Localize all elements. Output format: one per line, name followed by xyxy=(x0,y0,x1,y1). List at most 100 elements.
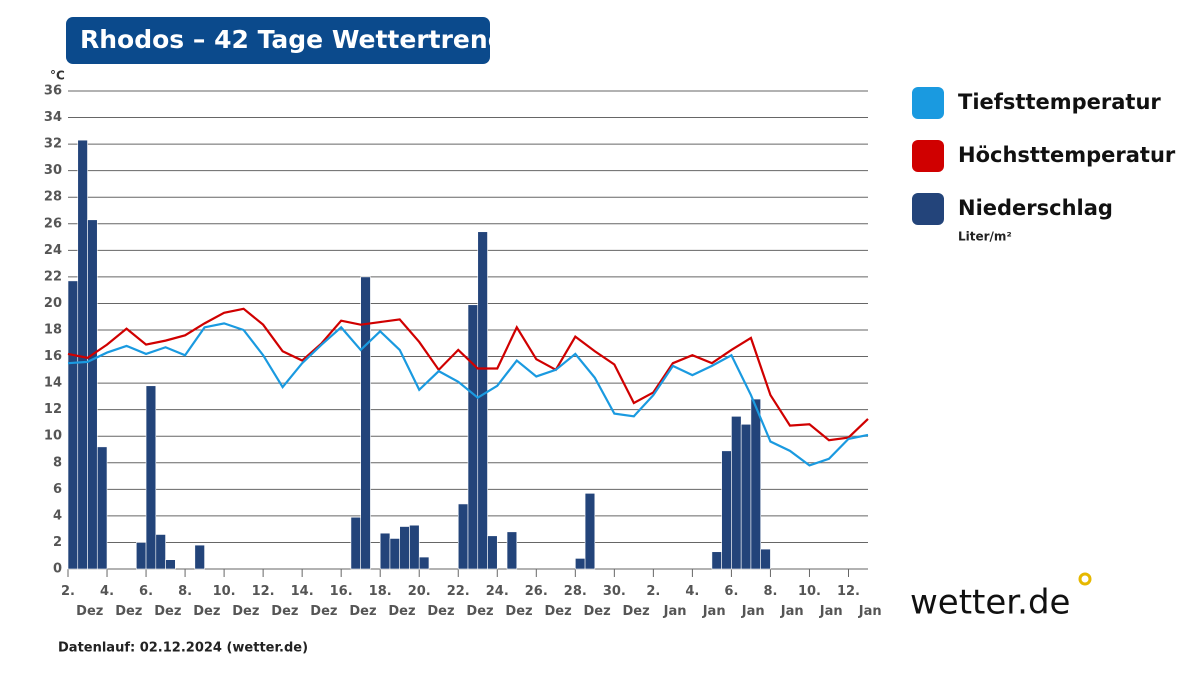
y-tick-label: 28 xyxy=(44,190,62,205)
x-tick-day: 28. xyxy=(564,584,587,599)
y-tick-label: 32 xyxy=(44,137,62,152)
bar xyxy=(477,231,488,570)
bar xyxy=(145,385,157,570)
x-tick-label: 12. Dez xyxy=(252,584,299,619)
bar xyxy=(87,219,98,570)
bar xyxy=(487,535,498,570)
bar xyxy=(750,398,761,570)
x-tick-label: 26. Dez xyxy=(525,584,572,619)
x-tick-day: 10. xyxy=(798,584,821,599)
logo: wetter.de xyxy=(910,583,1070,623)
line xyxy=(67,307,869,442)
x-tick-month: Dez xyxy=(111,604,143,619)
bar xyxy=(721,450,732,570)
y-tick-label: 14 xyxy=(44,376,62,391)
legend-swatch xyxy=(912,87,944,119)
y-tick-label: 16 xyxy=(44,349,62,364)
legend-label: Niederschlag xyxy=(958,196,1113,220)
bar xyxy=(506,531,518,570)
x-tick-day: 12. xyxy=(252,584,275,599)
y-tick-label: 10 xyxy=(44,429,62,444)
x-tick-label: 6. Dez xyxy=(139,584,181,619)
x-tick-label: 8. Jan xyxy=(763,584,803,619)
x-tick-day: 4. xyxy=(100,584,114,599)
x-tick-day: 14. xyxy=(291,584,314,599)
y-tick-label: 26 xyxy=(44,216,62,231)
title-box xyxy=(66,17,490,64)
x-tick-month: Dez xyxy=(267,604,299,619)
x-tick-label: 6. Jan xyxy=(724,584,764,619)
x-tick-day: 24. xyxy=(486,584,509,599)
x-tick-label: 8. Dez xyxy=(178,584,220,619)
x-tick-day: 6. xyxy=(139,584,153,599)
x-tick-label: 12. Jan xyxy=(837,584,882,619)
y-tick-label: 22 xyxy=(44,269,62,284)
x-tick-label: 24. Dez xyxy=(486,584,533,619)
x-tick-month: Dez xyxy=(618,604,650,619)
y-tick-label: 6 xyxy=(53,482,62,497)
legend-swatch xyxy=(912,140,944,172)
bar xyxy=(575,558,586,570)
y-tick-label: 4 xyxy=(53,508,62,523)
bar xyxy=(135,542,147,570)
bar xyxy=(389,538,401,570)
y-tick-label: 36 xyxy=(44,84,62,99)
x-tick-label: 18. Dez xyxy=(369,584,416,619)
x-tick-label: 2. Jan xyxy=(646,584,686,619)
x-tick-label: 22. Dez xyxy=(447,584,494,619)
bar xyxy=(155,534,166,570)
y-tick-label: 0 xyxy=(53,562,62,577)
x-tick-month: Dez xyxy=(579,604,611,619)
bar xyxy=(711,551,722,570)
y-tick-label: 24 xyxy=(44,243,62,258)
legend-swatch xyxy=(912,193,944,225)
x-tick-month: Jan xyxy=(698,604,725,619)
bar xyxy=(350,516,361,570)
y-tick-label: 30 xyxy=(44,163,62,178)
bar xyxy=(77,139,88,570)
legend-sublabel: Liter/m² xyxy=(958,230,1012,244)
x-tick-month: Dez xyxy=(345,604,377,619)
x-tick-month: Dez xyxy=(384,604,416,619)
x-tick-label: 28. Dez xyxy=(564,584,611,619)
x-tick-day: 18. xyxy=(369,584,392,599)
legend-label: Höchsttemperatur xyxy=(958,143,1176,167)
x-tick-month: Jan xyxy=(854,604,881,619)
y-tick-label: 20 xyxy=(44,296,62,311)
x-tick-day: 4. xyxy=(685,584,699,599)
bar xyxy=(760,548,771,570)
x-tick-month: Jan xyxy=(659,604,686,619)
footer: Datenlauf: 02.12.2024 (wetter.de) xyxy=(58,641,308,656)
x-tick-month: Dez xyxy=(150,604,182,619)
bar xyxy=(165,559,176,570)
x-tick-month: Dez xyxy=(462,604,494,619)
bar xyxy=(67,280,79,570)
x-tick-label: 10. Jan xyxy=(798,584,843,619)
logo-dot xyxy=(1078,572,1092,586)
y-tick-label: 8 xyxy=(53,455,62,470)
x-tick-label: 30. Dez xyxy=(603,584,650,619)
x-tick-month: Dez xyxy=(189,604,221,619)
x-tick-label: 16. Dez xyxy=(330,584,377,619)
x-tick-month: Jan xyxy=(737,604,764,619)
x-tick-day: 6. xyxy=(724,584,738,599)
bar xyxy=(409,524,420,570)
bar xyxy=(740,423,752,570)
bar xyxy=(731,416,742,570)
x-tick-month: Dez xyxy=(423,604,455,619)
legend-label: Tiefsttemperatur xyxy=(958,90,1161,114)
x-tick-day: 8. xyxy=(178,584,192,599)
x-tick-day: 2. xyxy=(646,584,660,599)
line xyxy=(67,322,869,467)
x-tick-month: Jan xyxy=(776,604,803,619)
y-tick-label: 34 xyxy=(44,110,62,125)
bar xyxy=(379,532,391,570)
x-tick-day: 22. xyxy=(447,584,470,599)
y-tick-label: 12 xyxy=(44,402,62,417)
bar xyxy=(96,446,108,570)
bar xyxy=(360,276,371,570)
x-tick-month: Dez xyxy=(306,604,338,619)
bar xyxy=(584,493,596,570)
x-tick-month: Dez xyxy=(540,604,572,619)
